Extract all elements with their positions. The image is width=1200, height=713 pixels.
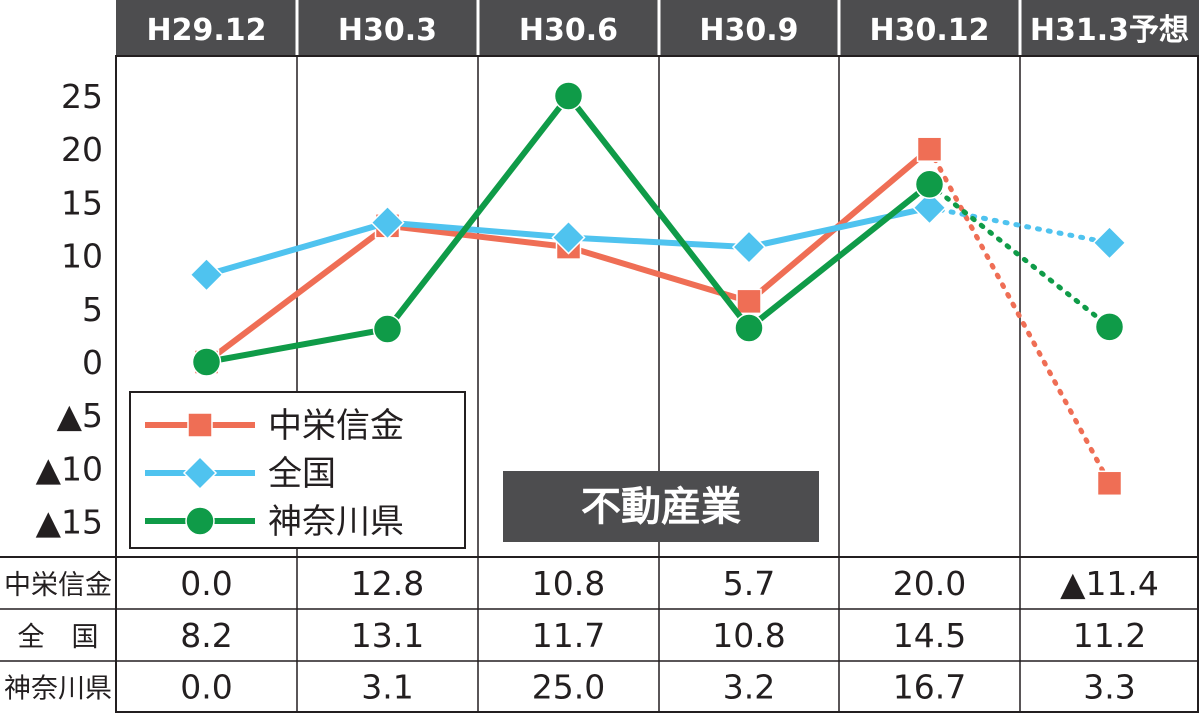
forecast-line <box>927 181 1112 330</box>
data-point <box>182 455 218 491</box>
table-cell: ▲11.4 <box>1060 564 1159 603</box>
table-cell: 0.0 <box>180 668 232 707</box>
data-point <box>914 169 945 200</box>
category-label: H30.6 <box>519 13 618 48</box>
plot-frame <box>0 55 1199 713</box>
table-cell: 3.2 <box>723 668 775 707</box>
table-cell: 20.0 <box>893 564 966 603</box>
table-cell: 16.7 <box>893 668 966 707</box>
y-tick-label: 25 <box>61 77 103 116</box>
data-point <box>1094 312 1125 342</box>
data-point <box>912 190 947 225</box>
category-header: H29.12 H30.3 H30.6 H30.9 H30.12 H31.3予想 <box>116 0 1199 56</box>
table-cell: 12.8 <box>351 564 424 603</box>
outer-border <box>115 55 1199 713</box>
data-point <box>189 257 224 292</box>
y-tick-label: 5 <box>82 290 103 329</box>
series-layer <box>189 81 1127 497</box>
badge-label: 不動産業 <box>581 484 741 530</box>
table-cell: 3.3 <box>1083 668 1135 707</box>
table-row-label: 中栄信金 <box>4 570 112 601</box>
data-point <box>736 288 762 315</box>
legend-item: 中栄信金 <box>145 406 404 446</box>
badge-background <box>503 471 819 542</box>
category-label: H30.12 <box>870 13 990 48</box>
series-diamond <box>189 190 1127 292</box>
y-tick-label: ▲5 <box>57 396 103 435</box>
data-point <box>191 347 222 377</box>
y-axis: 25 20 15 10 5 0 ▲5 ▲10 ▲15 <box>36 77 103 542</box>
data-point <box>553 81 584 111</box>
data-point <box>916 136 943 162</box>
y-tick-label: 20 <box>61 130 103 169</box>
forecast-line <box>927 205 1112 246</box>
table-cell: 25.0 <box>532 668 605 707</box>
table-cell: 11.2 <box>1073 616 1146 655</box>
y-tick-label: 10 <box>61 237 103 276</box>
legend-label: 中栄信金 <box>268 406 404 446</box>
y-tick-label: ▲10 <box>36 449 103 488</box>
data-point <box>731 230 767 265</box>
legend-label: 神奈川県 <box>268 502 404 542</box>
table-cell: 8.2 <box>180 616 232 655</box>
table-cell: 11.7 <box>532 616 605 655</box>
table-row-label: 神奈川県 <box>4 674 112 705</box>
table-cell: 10.8 <box>712 616 785 655</box>
data-point <box>187 412 213 438</box>
table-cell: 14.5 <box>893 616 966 655</box>
legend-item: 神奈川県 <box>145 502 404 542</box>
category-label: H29.12 <box>147 13 267 48</box>
industry-badge: 不動産業 <box>503 471 819 542</box>
table-cell: 5.7 <box>723 564 775 603</box>
category-label: H30.9 <box>699 13 798 48</box>
y-tick-label: 0 <box>82 343 103 382</box>
data-point <box>370 205 405 240</box>
table-row-label: 全 国 <box>18 622 99 653</box>
legend-label: 全国 <box>268 454 336 494</box>
table-cell: 3.1 <box>361 668 413 707</box>
y-tick-label: 15 <box>61 183 103 222</box>
data-point <box>551 220 586 255</box>
category-label: H31.3予想 <box>1030 13 1189 48</box>
table-cell: 0.0 <box>180 564 232 603</box>
data-table: 中栄信金 0.0 12.8 10.8 5.7 20.0 ▲11.4 全 国 8.2 13.1 11.… <box>4 564 1159 707</box>
series-circle <box>191 81 1125 377</box>
data-point <box>1096 470 1123 497</box>
forecast-line <box>927 146 1112 486</box>
data-point <box>185 506 215 536</box>
category-label: H30.3 <box>338 13 437 48</box>
table-cell: 13.1 <box>351 616 424 655</box>
data-point <box>734 313 764 343</box>
data-point <box>372 314 403 344</box>
y-tick-label: ▲15 <box>36 503 103 542</box>
data-point <box>1092 225 1127 260</box>
table-cell: 10.8 <box>532 564 605 603</box>
legend-item: 全国 <box>145 454 336 494</box>
